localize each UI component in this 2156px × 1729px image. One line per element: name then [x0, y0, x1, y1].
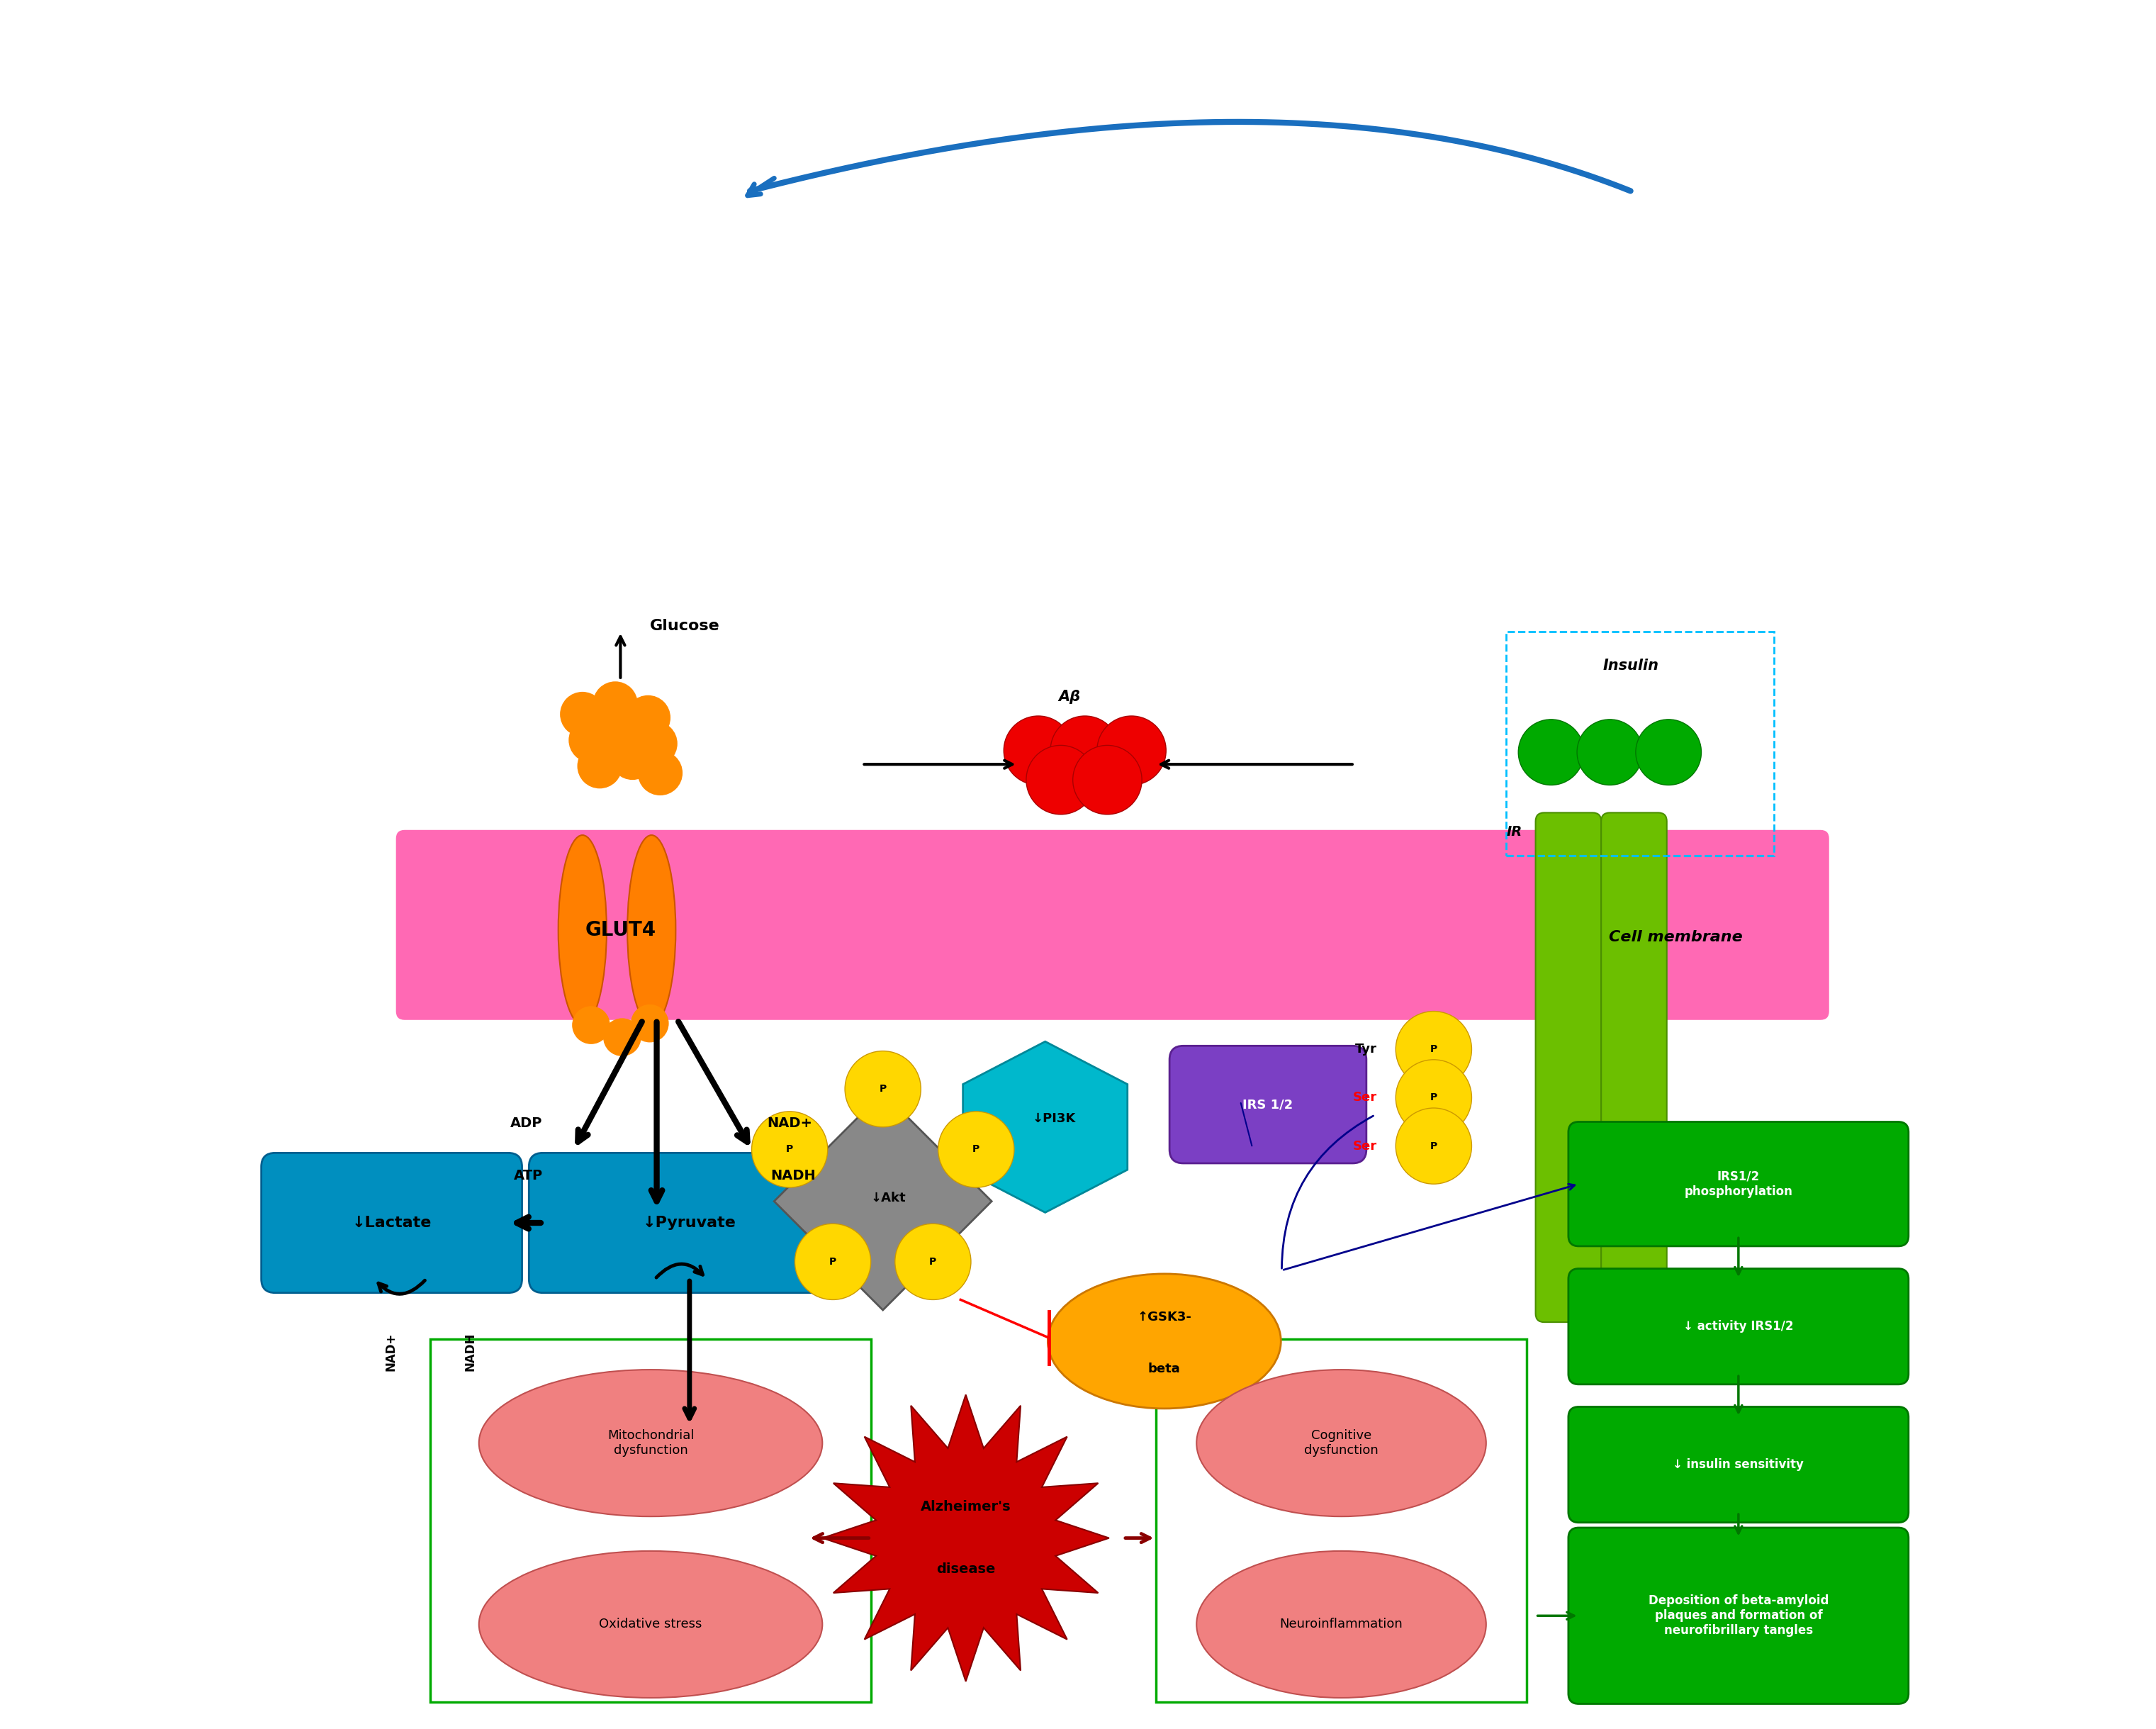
Text: IRS1/2
phosphorylation: IRS1/2 phosphorylation	[1684, 1171, 1792, 1198]
Ellipse shape	[627, 835, 675, 1025]
Circle shape	[1636, 719, 1701, 785]
Text: ↓ insulin sensitivity: ↓ insulin sensitivity	[1673, 1458, 1805, 1471]
Circle shape	[845, 1051, 921, 1127]
Text: Deposition of beta-amyloid
plaques and formation of
neurofibrillary tangles: Deposition of beta-amyloid plaques and f…	[1649, 1594, 1828, 1637]
Circle shape	[1395, 1060, 1473, 1136]
Circle shape	[632, 721, 677, 766]
Text: Cognitive
dysfunction: Cognitive dysfunction	[1304, 1430, 1378, 1458]
Bar	[431, 1340, 871, 1701]
Ellipse shape	[558, 835, 606, 1025]
Circle shape	[604, 1018, 640, 1056]
Text: NADH: NADH	[464, 1333, 476, 1371]
Ellipse shape	[479, 1369, 821, 1516]
Text: NAD+: NAD+	[384, 1333, 397, 1371]
Text: Glucose: Glucose	[649, 619, 720, 633]
FancyBboxPatch shape	[1567, 1122, 1908, 1247]
Ellipse shape	[1048, 1274, 1281, 1409]
FancyBboxPatch shape	[1535, 813, 1602, 1323]
Text: beta: beta	[1149, 1362, 1181, 1375]
Circle shape	[752, 1112, 828, 1188]
FancyBboxPatch shape	[1567, 1269, 1908, 1385]
Text: P: P	[972, 1145, 979, 1155]
Text: ATP: ATP	[513, 1169, 543, 1183]
Polygon shape	[821, 1395, 1108, 1681]
Text: Neuroinflammation: Neuroinflammation	[1281, 1618, 1404, 1630]
Text: Cell membrane: Cell membrane	[1608, 930, 1742, 944]
Circle shape	[1395, 1108, 1473, 1184]
Text: ↓Pyruvate: ↓Pyruvate	[642, 1215, 735, 1229]
Circle shape	[604, 707, 649, 752]
Text: ↓ activity IRS1/2: ↓ activity IRS1/2	[1684, 1321, 1794, 1333]
Ellipse shape	[1197, 1369, 1485, 1516]
Text: Ser: Ser	[1352, 1091, 1378, 1105]
FancyBboxPatch shape	[397, 830, 1828, 1020]
Text: P: P	[929, 1257, 936, 1267]
Text: Alzheimer's: Alzheimer's	[921, 1501, 1011, 1513]
Text: Oxidative stress: Oxidative stress	[599, 1618, 703, 1630]
Text: GLUT4: GLUT4	[584, 920, 655, 941]
Text: Ser: Ser	[1352, 1139, 1378, 1153]
FancyBboxPatch shape	[1602, 813, 1667, 1323]
Circle shape	[1395, 1011, 1473, 1088]
Circle shape	[1518, 719, 1585, 785]
Text: P: P	[1429, 1044, 1438, 1055]
Text: Mitochondrial
dysfunction: Mitochondrial dysfunction	[608, 1430, 694, 1458]
Polygon shape	[964, 1041, 1128, 1212]
Text: P: P	[1429, 1093, 1438, 1103]
Circle shape	[625, 695, 671, 740]
Text: P: P	[787, 1145, 793, 1155]
Text: ↓Lactate: ↓Lactate	[351, 1215, 431, 1229]
Text: IR: IR	[1507, 825, 1522, 839]
Bar	[1507, 631, 1774, 856]
Bar	[1156, 1340, 1526, 1701]
Text: Insulin: Insulin	[1602, 659, 1658, 673]
Ellipse shape	[479, 1551, 821, 1698]
Text: NAD+: NAD+	[768, 1117, 813, 1131]
Circle shape	[796, 1224, 871, 1300]
Circle shape	[632, 1005, 668, 1043]
Circle shape	[593, 681, 638, 726]
Circle shape	[561, 692, 606, 737]
FancyBboxPatch shape	[1567, 1407, 1908, 1523]
Circle shape	[895, 1224, 970, 1300]
Ellipse shape	[1197, 1551, 1485, 1698]
Text: P: P	[830, 1257, 837, 1267]
Circle shape	[1074, 745, 1143, 814]
Circle shape	[610, 735, 655, 780]
Text: ↓PI3K: ↓PI3K	[1033, 1112, 1076, 1126]
Text: ↑GSK3-: ↑GSK3-	[1136, 1311, 1192, 1323]
Text: ADP: ADP	[511, 1117, 543, 1131]
Text: disease: disease	[936, 1563, 996, 1575]
Circle shape	[578, 743, 623, 788]
Circle shape	[938, 1112, 1013, 1188]
Circle shape	[1050, 716, 1119, 785]
FancyBboxPatch shape	[528, 1153, 849, 1293]
Text: ↓Akt: ↓Akt	[871, 1191, 906, 1203]
Text: IRS 1/2: IRS 1/2	[1242, 1098, 1294, 1112]
Circle shape	[1005, 716, 1074, 785]
Circle shape	[1576, 719, 1643, 785]
Text: P: P	[1429, 1141, 1438, 1152]
Circle shape	[571, 1006, 610, 1044]
Text: Tyr: Tyr	[1354, 1043, 1378, 1056]
FancyBboxPatch shape	[1567, 1528, 1908, 1703]
Circle shape	[638, 750, 683, 795]
Polygon shape	[774, 1093, 992, 1311]
Text: Aβ: Aβ	[1059, 690, 1080, 704]
Text: P: P	[880, 1084, 886, 1094]
FancyBboxPatch shape	[261, 1153, 522, 1293]
Circle shape	[1026, 745, 1095, 814]
Circle shape	[1097, 716, 1166, 785]
FancyBboxPatch shape	[1169, 1046, 1367, 1164]
Text: NADH: NADH	[770, 1169, 815, 1183]
Circle shape	[569, 718, 614, 762]
